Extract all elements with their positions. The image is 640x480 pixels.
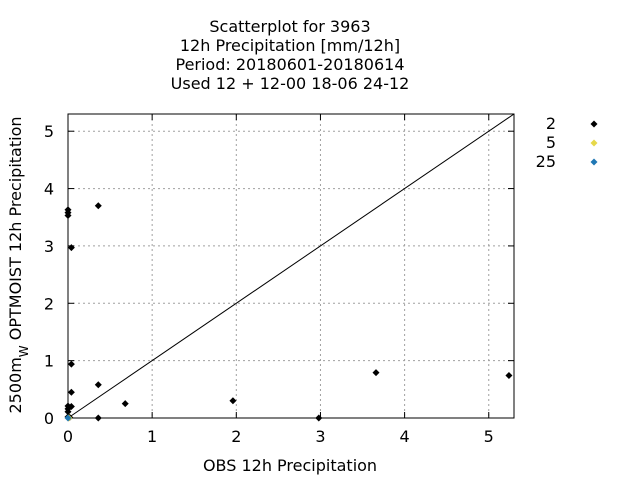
data-point	[94, 414, 102, 422]
x-tick-label: 0	[63, 427, 73, 446]
data-point	[64, 212, 72, 220]
y-axis-label-rest: OPTMOIST 12h Precipitation	[6, 116, 25, 345]
legend-label: 25	[536, 152, 556, 171]
data-point	[121, 400, 129, 408]
legend-marker	[590, 120, 598, 128]
legend-label: 5	[546, 133, 556, 152]
x-tick-label: 3	[315, 427, 325, 446]
title-line-3: Period: 20180601-20180614	[175, 55, 404, 74]
data-point	[64, 414, 72, 422]
legend-marker	[590, 158, 598, 166]
y-tick-label: 5	[44, 122, 54, 141]
data-point	[229, 397, 237, 405]
data-point	[315, 414, 323, 422]
legend-label: 2	[546, 114, 556, 133]
y-tick-label: 0	[44, 409, 54, 428]
y-tick-label: 3	[44, 237, 54, 256]
y-axis-label-sub: W	[17, 345, 31, 357]
data-point	[67, 244, 75, 252]
y-tick-label: 2	[44, 294, 54, 313]
y-tick-label: 1	[44, 352, 54, 371]
title-line-1: Scatterplot for 3963	[209, 17, 370, 36]
data-point	[64, 408, 72, 416]
grid	[68, 114, 514, 418]
x-axis-label: OBS 12h Precipitation	[203, 456, 377, 475]
plot-frame	[67, 113, 515, 419]
data-point	[94, 202, 102, 210]
title-line-4: Used 12 + 12-00 18-06 24-12	[171, 74, 410, 93]
x-tick-label: 1	[147, 427, 157, 446]
data-point	[67, 388, 75, 396]
title-line-2: 12h Precipitation [mm/12h]	[180, 36, 400, 55]
data-point	[505, 372, 513, 380]
axis-ticks: 0 1 2 3 4 5 0 1 2 3 4 5	[44, 114, 514, 446]
x-tick-label: 2	[231, 427, 241, 446]
y-axis-label-main: 2500m	[6, 357, 25, 413]
data-point	[372, 369, 380, 377]
legend-marker	[590, 139, 598, 147]
y-tick-label: 4	[44, 180, 54, 199]
chart-title: Scatterplot for 3963 12h Precipitation […	[171, 17, 410, 93]
x-tick-label: 4	[400, 427, 410, 446]
diagonal-line	[67, 113, 515, 419]
data-points	[64, 202, 513, 422]
y-axis-label: 2500mW OPTMOIST 12h Precipitation	[6, 116, 31, 413]
data-point	[94, 381, 102, 389]
x-tick-label: 5	[484, 427, 494, 446]
data-point	[67, 360, 75, 368]
